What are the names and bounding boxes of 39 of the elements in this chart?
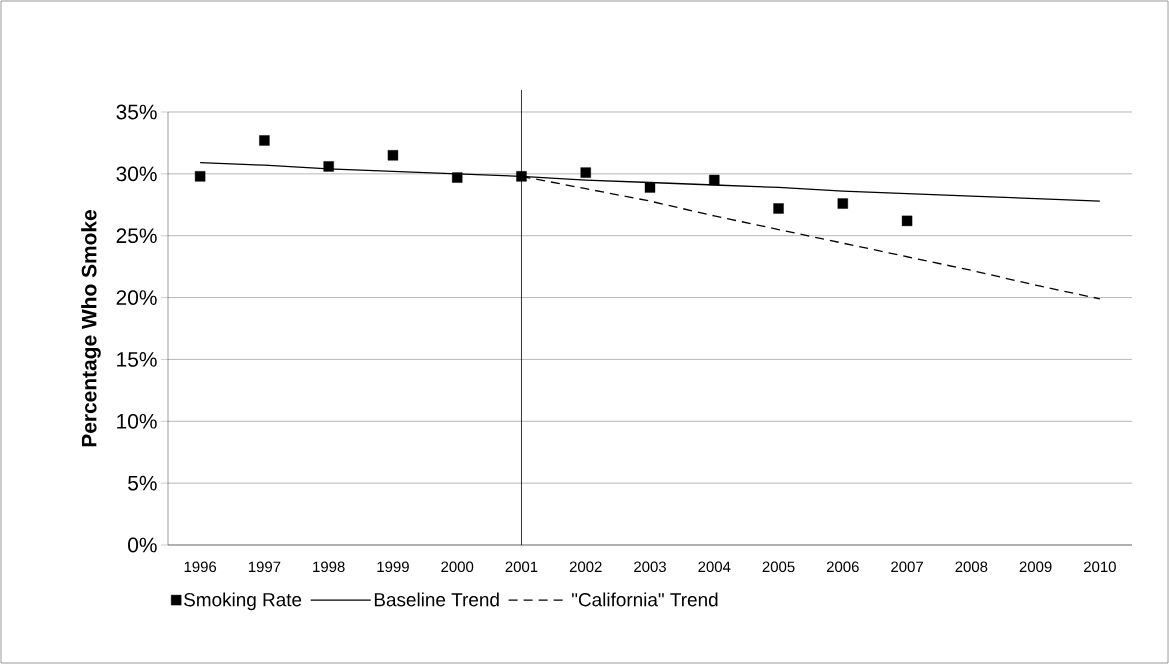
point: [901, 215, 913, 227]
x-tick-label: 1998: [313, 561, 345, 573]
y-tick-label: 0%: [128, 537, 157, 553]
x-tick-label: 2010: [1084, 561, 1116, 573]
point: [709, 174, 720, 186]
point: [516, 171, 527, 182]
x-tick-label: 2003: [634, 561, 666, 573]
point: [387, 150, 399, 161]
x-tick-label: 1996: [184, 561, 217, 573]
x-tick-label: 2002: [569, 561, 602, 573]
x-tick-label: 2000: [441, 561, 474, 573]
y-tick-label: 35%: [116, 104, 157, 120]
legend-label: "California" Trend: [572, 592, 718, 607]
x-tick-label: 2009: [1019, 561, 1052, 573]
point: [259, 135, 270, 146]
point: [194, 171, 206, 182]
x-tick-label: 2006: [826, 561, 859, 573]
y-tick-label: 30%: [116, 166, 157, 182]
y-tick-label: 25%: [116, 228, 157, 244]
point: [837, 198, 849, 209]
legend-label: Baseline Trend: [374, 592, 499, 607]
y-tick-label: 15%: [117, 352, 157, 367]
x-tick-label: 2004: [698, 561, 731, 573]
legend-label: Smoking Rate: [184, 592, 302, 611]
point: [773, 203, 784, 214]
x-tick-label: 1997: [248, 561, 281, 573]
point: [644, 182, 656, 193]
point: [580, 167, 591, 178]
x-tick-label: 1999: [377, 561, 409, 573]
point: [323, 161, 334, 172]
y-tick-label: 10%: [117, 413, 157, 429]
y-tick-label: 5%: [128, 475, 157, 491]
x-tick-label: 2007: [891, 561, 923, 573]
y-tick-label: 20%: [116, 290, 157, 305]
x-tick-label: 2008: [955, 561, 988, 573]
point: [452, 172, 463, 183]
y-axis-title: Percentage Who Smoke: [81, 210, 101, 447]
x-tick-label: 2001: [505, 561, 538, 573]
x-tick-label: 2005: [762, 561, 795, 573]
